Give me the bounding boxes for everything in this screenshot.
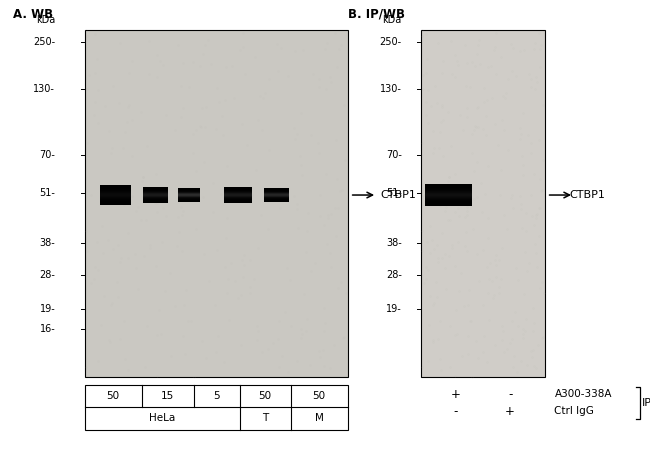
Text: 28-: 28- <box>40 270 55 280</box>
Text: 28-: 28- <box>386 270 402 280</box>
Text: IP: IP <box>642 398 650 408</box>
Text: -: - <box>454 405 458 418</box>
Text: CTBP1: CTBP1 <box>380 190 416 200</box>
Text: Ctrl IgG: Ctrl IgG <box>554 406 594 416</box>
Text: 51-: 51- <box>386 188 402 198</box>
Text: +: + <box>451 388 461 401</box>
Bar <box>84 30 348 377</box>
Text: kDa: kDa <box>36 15 55 25</box>
Text: 130-: 130- <box>380 85 402 95</box>
Text: 38-: 38- <box>386 238 402 248</box>
Text: A. WB: A. WB <box>13 8 53 21</box>
Bar <box>84 385 348 430</box>
Text: 130-: 130- <box>33 85 55 95</box>
Text: 16-: 16- <box>40 324 55 334</box>
Text: -: - <box>508 388 512 401</box>
Text: 50: 50 <box>259 391 272 401</box>
Text: B. IP/WB: B. IP/WB <box>348 8 405 21</box>
Text: 50: 50 <box>107 391 120 401</box>
Text: 15: 15 <box>161 391 174 401</box>
Text: 250-: 250- <box>33 37 55 47</box>
Text: 19-: 19- <box>40 304 55 314</box>
Text: +: + <box>505 405 515 418</box>
Text: 70-: 70- <box>386 150 402 160</box>
Text: 5: 5 <box>213 391 220 401</box>
Text: 51-: 51- <box>40 188 55 198</box>
Text: T: T <box>262 414 268 424</box>
Text: 19-: 19- <box>386 304 402 314</box>
Text: CTBP1: CTBP1 <box>569 190 605 200</box>
Text: kDa: kDa <box>382 15 402 25</box>
Text: 70-: 70- <box>40 150 55 160</box>
Text: M: M <box>315 414 324 424</box>
Text: HeLa: HeLa <box>149 414 176 424</box>
Text: 50: 50 <box>313 391 326 401</box>
Text: A300-338A: A300-338A <box>554 389 612 399</box>
Bar <box>421 30 545 377</box>
Text: 250-: 250- <box>380 37 402 47</box>
Text: 38-: 38- <box>40 238 55 248</box>
